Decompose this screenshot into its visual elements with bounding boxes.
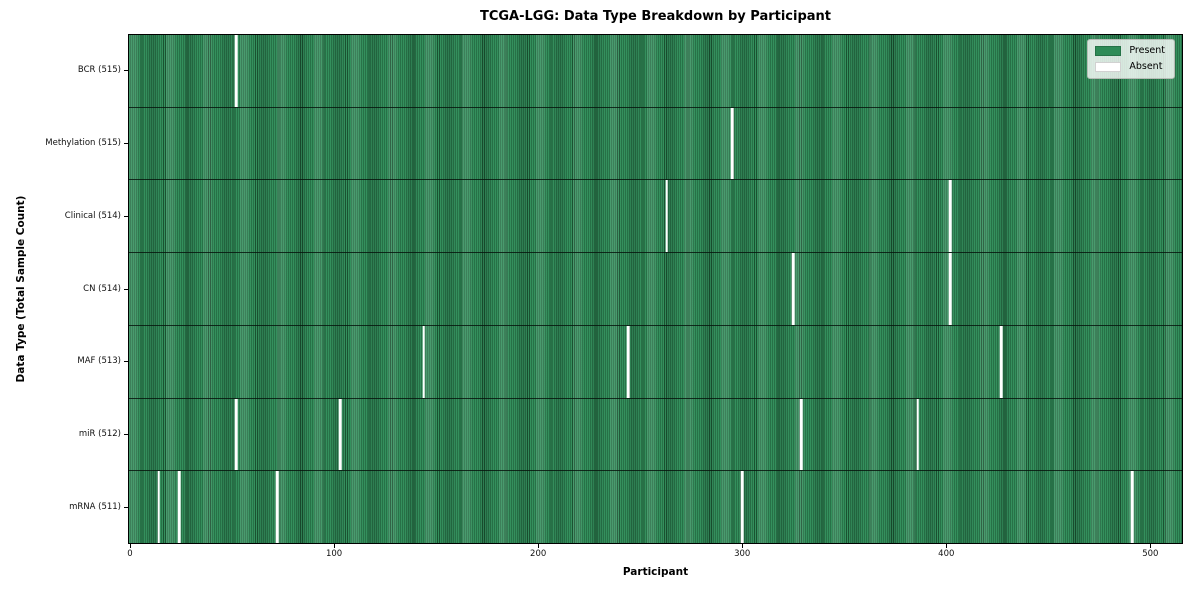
y-tick-mark: [124, 69, 128, 71]
y-tick-mark: [124, 288, 128, 290]
y-tick-mark: [124, 215, 128, 217]
absent-marker: [157, 471, 160, 544]
data-row-CN: [129, 252, 1182, 325]
x-tick-label: 400: [938, 549, 955, 559]
x-tick-mark: [334, 544, 336, 548]
data-row-mRNA: [129, 470, 1182, 544]
absent-marker: [234, 35, 238, 107]
absent-marker: [177, 471, 181, 544]
legend-swatch-icon: [1095, 46, 1122, 56]
legend-label: Absent: [1129, 61, 1163, 73]
absent-marker: [422, 325, 426, 398]
absent-marker: [665, 180, 669, 253]
data-row-BCR: [129, 35, 1182, 107]
x-tick-label: 0: [127, 549, 133, 559]
data-row-miR: [129, 397, 1182, 471]
legend-label: Present: [1129, 45, 1165, 57]
absent-marker: [949, 180, 952, 253]
absent-marker: [338, 398, 342, 471]
absent-marker: [275, 471, 279, 544]
absent-marker: [234, 398, 238, 471]
x-tick-mark: [130, 544, 132, 548]
legend-entry-present: Present: [1095, 46, 1165, 56]
absent-marker: [916, 398, 920, 471]
x-tick-label: 300: [734, 549, 751, 559]
absent-marker: [1000, 325, 1003, 398]
y-tick-mark: [124, 361, 128, 363]
x-tick-label: 500: [1142, 549, 1159, 559]
absent-marker: [1130, 471, 1134, 544]
x-tick-label: 100: [325, 549, 343, 559]
data-row-MAF: [129, 324, 1182, 398]
absent-marker: [791, 253, 795, 325]
y-tick-label: BCR (515): [77, 64, 121, 75]
legend-swatch-icon: [1095, 62, 1122, 72]
y-tick-label: Clinical (514): [64, 210, 121, 221]
x-tick-mark: [742, 544, 744, 548]
legend-entry-absent: Absent: [1095, 62, 1165, 72]
x-tick-mark: [1150, 544, 1152, 548]
y-tick-label: MAF (513): [77, 356, 121, 367]
y-tick-label: miR (512): [78, 429, 121, 440]
legend: Present Absent: [1087, 39, 1175, 79]
y-tick-mark: [124, 142, 128, 144]
y-tick-mark: [124, 434, 128, 436]
y-tick-label: Methylation (515): [45, 137, 121, 148]
y-tick-label: mRNA (511): [69, 502, 121, 513]
absent-marker: [949, 253, 952, 325]
y-tick-label: CN (514): [83, 283, 121, 294]
x-axis-label: Participant: [622, 566, 689, 578]
absent-marker: [730, 107, 734, 180]
data-row-Clinical: [129, 179, 1182, 253]
absent-marker: [740, 471, 744, 544]
x-tick-mark: [946, 544, 948, 548]
absent-marker: [800, 398, 803, 471]
chart-title: TCGA-LGG: Data Type Breakdown by Partici…: [479, 9, 832, 24]
absent-marker: [626, 325, 630, 398]
plot-area: Present Absent: [128, 34, 1183, 544]
data-row-Methylation: [129, 106, 1182, 180]
x-tick-mark: [538, 544, 540, 548]
presence-matrix: [129, 35, 1182, 544]
y-tick-mark: [124, 507, 128, 509]
x-tick-label: 200: [530, 549, 547, 559]
